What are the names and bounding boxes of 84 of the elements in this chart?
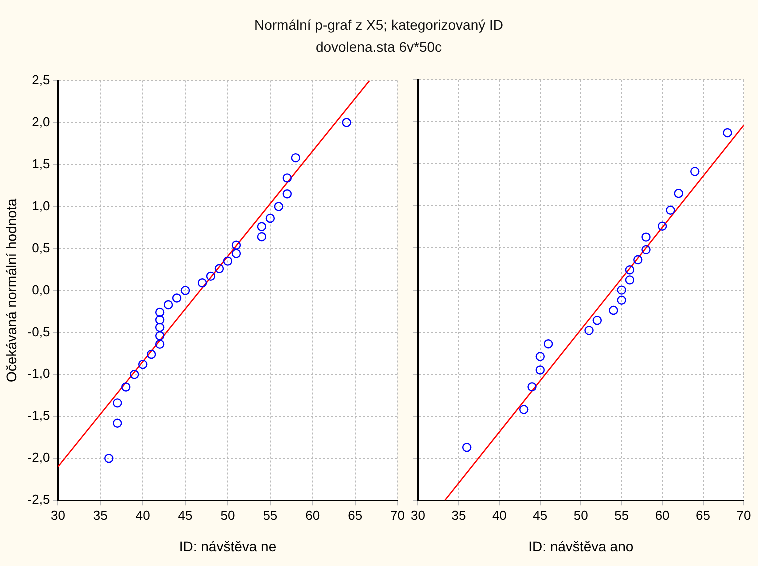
point bbox=[104, 454, 114, 464]
x-tick-label: 60 bbox=[306, 508, 320, 523]
point bbox=[674, 188, 684, 198]
point bbox=[584, 326, 594, 336]
x-tick-label: 50 bbox=[574, 508, 588, 523]
point bbox=[172, 294, 182, 303]
y-tick-label: -2,5 bbox=[28, 492, 50, 508]
point bbox=[266, 214, 276, 224]
point bbox=[536, 352, 545, 362]
point bbox=[690, 167, 700, 176]
y-tick-label: -1,0 bbox=[28, 366, 50, 382]
x-tick-label: 55 bbox=[263, 508, 278, 523]
point bbox=[625, 266, 635, 275]
point bbox=[232, 240, 242, 250]
y-tick-label: -0,5 bbox=[28, 324, 50, 340]
point bbox=[130, 370, 140, 380]
point bbox=[232, 249, 242, 258]
y-tick-label: 1,0 bbox=[32, 198, 50, 214]
point bbox=[634, 255, 643, 265]
x-axis-title: ID: návštěva ano bbox=[528, 538, 634, 554]
point bbox=[155, 331, 165, 341]
point bbox=[113, 398, 122, 408]
y-axis-title: Očekávaná normální hodnota bbox=[3, 198, 20, 383]
point bbox=[291, 153, 300, 163]
point bbox=[642, 245, 651, 255]
x-tick-label: 50 bbox=[220, 508, 236, 523]
point bbox=[528, 382, 537, 392]
point bbox=[592, 316, 602, 326]
x-tick-label: 60 bbox=[655, 508, 670, 523]
x-tick-label: 40 bbox=[136, 508, 150, 523]
point bbox=[257, 232, 267, 242]
x-tick-label: 40 bbox=[492, 508, 507, 523]
point bbox=[146, 350, 156, 360]
y-tick-label: 2,0 bbox=[32, 114, 50, 130]
point bbox=[342, 118, 352, 128]
x-tick-label: 35 bbox=[452, 508, 466, 523]
x-tick-label: 70 bbox=[736, 508, 752, 523]
point bbox=[274, 202, 284, 212]
point bbox=[520, 405, 529, 414]
point bbox=[642, 232, 651, 242]
point bbox=[617, 286, 626, 295]
point bbox=[198, 278, 208, 288]
x-tick-label: 30 bbox=[50, 508, 66, 523]
x-tick-label: 65 bbox=[696, 508, 711, 523]
y-tick-label: -1,5 bbox=[28, 408, 50, 424]
point bbox=[206, 272, 216, 282]
point bbox=[282, 190, 292, 199]
x-tick-label: 65 bbox=[348, 508, 363, 523]
y-tick-label: -2,0 bbox=[28, 450, 50, 466]
point bbox=[113, 418, 122, 428]
point bbox=[544, 340, 554, 349]
y-tick-label: 0,0 bbox=[32, 282, 50, 298]
point bbox=[462, 443, 472, 452]
point bbox=[257, 222, 267, 232]
chart-subtitle: dovolena.sta 6v*50c bbox=[314, 38, 444, 57]
point bbox=[658, 222, 668, 231]
point bbox=[617, 296, 626, 305]
y-tick-label: 2,5 bbox=[32, 72, 50, 88]
x-tick-label: 30 bbox=[410, 508, 426, 523]
point bbox=[122, 382, 131, 392]
point bbox=[223, 256, 233, 266]
y-tick-label: 0,5 bbox=[32, 240, 50, 256]
point bbox=[180, 286, 190, 296]
point bbox=[214, 264, 224, 274]
x-axis-title: ID: návštěva ne bbox=[179, 538, 277, 554]
point bbox=[155, 340, 165, 350]
point bbox=[155, 323, 165, 332]
point bbox=[666, 206, 676, 215]
point bbox=[155, 308, 165, 318]
x-tick-label: 45 bbox=[533, 508, 548, 523]
chart-title: Normální p-graf z X5; kategorizovaný ID bbox=[254, 16, 504, 35]
x-tick-label: 45 bbox=[178, 508, 193, 523]
point bbox=[609, 306, 618, 316]
point bbox=[138, 360, 148, 370]
x-tick-label: 55 bbox=[614, 508, 630, 523]
point bbox=[723, 128, 732, 138]
y-tick-label: 1,5 bbox=[32, 156, 50, 172]
point bbox=[282, 174, 292, 183]
x-tick-label: 35 bbox=[93, 508, 108, 523]
point bbox=[625, 276, 635, 285]
x-tick-label: 70 bbox=[390, 508, 406, 523]
point bbox=[164, 300, 174, 310]
point bbox=[155, 315, 165, 325]
point bbox=[536, 366, 545, 375]
